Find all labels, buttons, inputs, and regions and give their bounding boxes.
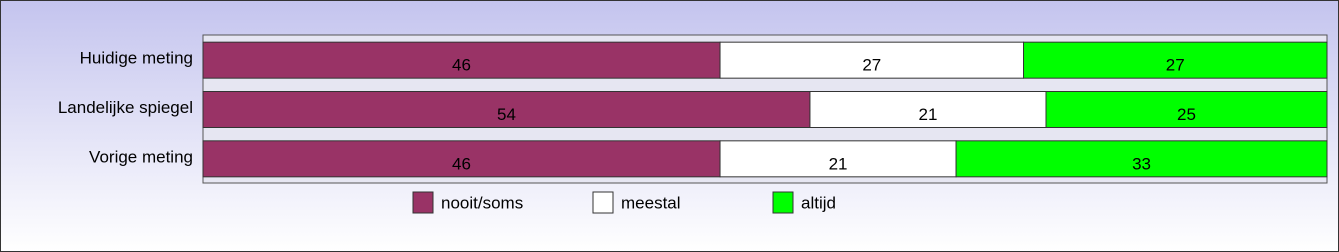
value-label: 46: [452, 56, 471, 75]
bar-segment: [1045, 91, 1328, 128]
value-label: 54: [497, 105, 516, 124]
value-label: 46: [452, 154, 471, 173]
y-tick-label: Vorige meting: [89, 147, 193, 166]
bar-segment: [719, 41, 1025, 79]
bar-segment: [202, 91, 811, 128]
value-label: 33: [1132, 154, 1151, 173]
bar-segment: [202, 41, 721, 79]
bar-segment: [809, 91, 1047, 128]
legend-label: altijd: [801, 193, 836, 212]
value-label: 25: [1177, 105, 1196, 124]
bar-segment: [719, 140, 957, 178]
value-label: 21: [829, 154, 848, 173]
bar-segment: [1023, 41, 1328, 79]
value-label: 27: [1166, 56, 1185, 75]
legend-swatch: [412, 191, 434, 214]
bar-segment: [955, 140, 1328, 178]
bar-segment: [202, 140, 721, 178]
legend-swatch: [772, 191, 794, 214]
y-tick-label: Landelijke spiegel: [58, 98, 193, 117]
legend-label: nooit/soms: [441, 193, 523, 212]
value-label: 21: [919, 105, 938, 124]
y-tick-label: Huidige meting: [80, 49, 193, 68]
legend-label: meestal: [621, 193, 681, 212]
value-label: 27: [862, 56, 881, 75]
legend-swatch: [592, 191, 614, 214]
